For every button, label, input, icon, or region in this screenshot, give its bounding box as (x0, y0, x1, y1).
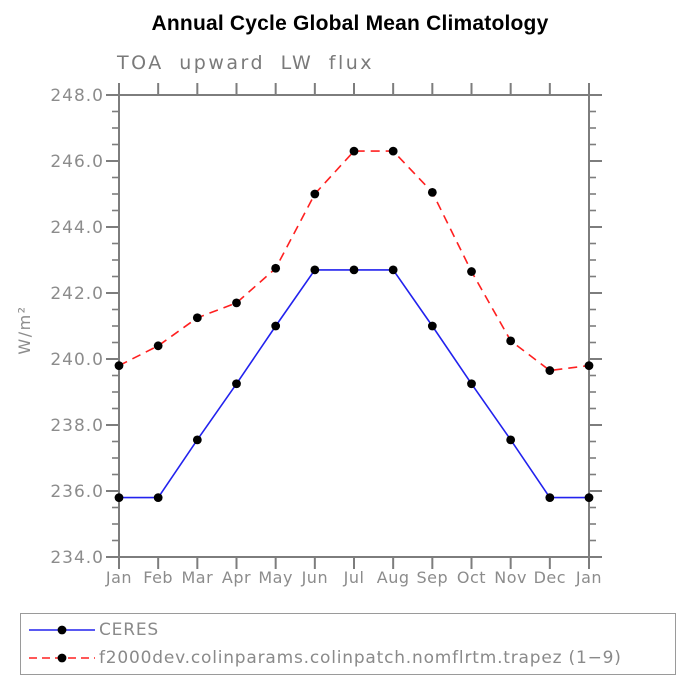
data-point-marker (310, 189, 320, 199)
data-point-marker (388, 146, 398, 156)
x-tick-label: Jul (343, 568, 365, 587)
y-axis-label: W/m² (15, 305, 34, 354)
legend-ceres-line-icon (29, 625, 95, 635)
y-tick-label: 242.0 (50, 284, 104, 304)
y-tick-label: 236.0 (50, 482, 104, 502)
x-tick-label: Jan (575, 568, 602, 587)
legend-label-model: f2000dev.colinparams.colinpatch.nomflrtm… (99, 647, 622, 668)
plot-box (118, 94, 590, 558)
legend-marker-dot-icon (57, 653, 67, 663)
x-tick-label: Mar (181, 568, 213, 587)
x-tick-label: Aug (377, 568, 410, 587)
legend-item-model: f2000dev.colinparams.colinpatch.nomflrtm… (27, 644, 671, 672)
data-point-marker (506, 336, 516, 346)
x-tick-label: Jun (301, 568, 329, 587)
data-point-marker (467, 267, 476, 276)
axes (106, 83, 602, 569)
data-point-marker (584, 361, 594, 370)
y-tick-label: 238.0 (50, 416, 104, 436)
data-point-marker (153, 493, 163, 502)
legend-marker-dot-icon (57, 625, 67, 635)
data-point-marker (153, 341, 163, 351)
x-tick-label: Feb (143, 568, 173, 587)
data-point-marker (427, 321, 437, 331)
data-point-marker (584, 493, 594, 502)
x-tick-label: Apr (222, 568, 251, 587)
y-tick-label: 244.0 (50, 218, 104, 238)
y-tick-label: 234.0 (50, 548, 104, 568)
x-tick-label: Sep (417, 568, 449, 587)
y-tick-label: 246.0 (50, 152, 104, 172)
chart-subtitle: TOA upward LW flux (117, 52, 375, 74)
x-tick-label: Oct (457, 568, 486, 587)
x-tick-label: Nov (494, 568, 527, 587)
x-tick-label: May (258, 568, 293, 587)
series-1 (114, 146, 594, 375)
data-point-marker (349, 265, 359, 275)
series-line (118, 150, 590, 372)
data-point-marker (545, 493, 555, 502)
data-point-marker (192, 313, 202, 323)
series-0 (114, 265, 594, 502)
series-line (119, 269, 589, 499)
data-point-marker (232, 379, 241, 389)
data-point-marker (467, 379, 476, 389)
data-point-marker (192, 435, 202, 445)
data-point-marker (388, 265, 398, 275)
data-point-marker (271, 321, 281, 331)
legend: CERES f2000dev.colinparams.colinpatch.no… (20, 613, 676, 675)
legend-item-ceres: CERES (27, 616, 671, 644)
data-point-marker (114, 361, 124, 370)
data-point-marker (232, 298, 241, 308)
data-point-marker (349, 146, 359, 156)
x-tick-label: Dec (534, 568, 566, 587)
x-tick-label: Jan (105, 568, 132, 587)
data-point-marker (427, 187, 437, 197)
y-tick-label: 248.0 (50, 86, 104, 106)
legend-model-line-icon (29, 653, 95, 663)
data-point-marker (506, 435, 516, 445)
y-tick-label: 240.0 (50, 350, 104, 370)
data-point-marker (310, 265, 320, 275)
chart-title: Annual Cycle Global Mean Climatology (151, 12, 549, 35)
legend-label-ceres: CERES (99, 619, 159, 640)
data-point-marker (271, 263, 281, 273)
data-point-marker (114, 493, 124, 502)
data-point-marker (545, 366, 555, 375)
tick-labels: 234.0 236.0 238.0 240.0 242.0 244.0 246.0 248.0… (50, 86, 602, 587)
